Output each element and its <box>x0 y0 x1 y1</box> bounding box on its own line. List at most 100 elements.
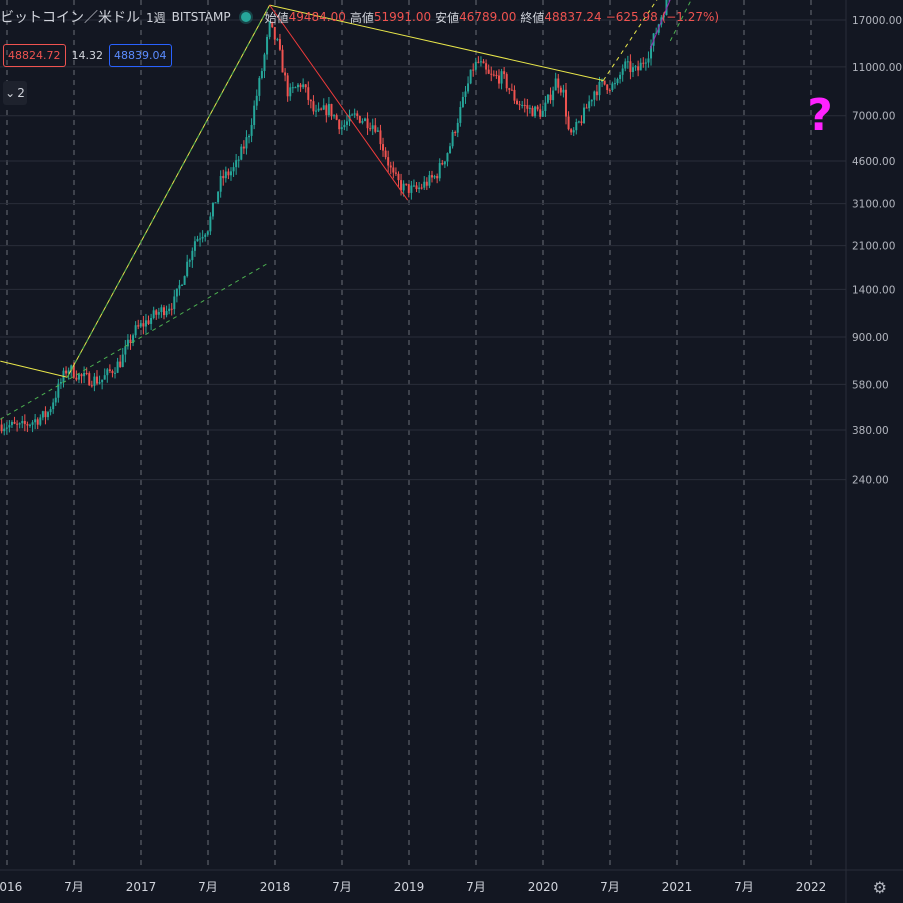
candle-body <box>173 296 176 310</box>
candle-body <box>490 73 493 75</box>
candle-body <box>124 346 127 355</box>
candle-body <box>178 285 181 289</box>
candle-body <box>271 21 274 28</box>
candle-body <box>464 91 467 97</box>
candle-body <box>418 187 421 190</box>
candle-body <box>41 411 44 418</box>
candle-body <box>144 320 147 327</box>
candle-body <box>410 185 413 193</box>
candle-body <box>217 191 220 203</box>
candle-body <box>634 66 637 68</box>
indicator-toggle[interactable]: ⌄ 2 <box>3 81 27 105</box>
candle-body <box>603 80 606 85</box>
candle-body <box>101 379 104 383</box>
candle-body <box>317 108 320 111</box>
candle-body <box>384 150 387 158</box>
candle-body <box>224 171 227 179</box>
trend-annotations <box>0 0 692 420</box>
candle-body <box>585 107 588 109</box>
candle-body <box>199 238 202 240</box>
candle-body <box>327 103 330 116</box>
candle-body <box>266 36 269 55</box>
candle-body <box>564 89 567 117</box>
candle-body <box>606 84 609 91</box>
dashed-trendline <box>66 4 271 378</box>
candle-body <box>338 119 341 130</box>
candle-body <box>619 74 622 79</box>
candle-body <box>232 167 235 172</box>
candle-body <box>650 45 653 59</box>
candle-body <box>312 101 315 112</box>
candle-body <box>505 74 508 89</box>
candle-body <box>85 372 88 374</box>
price-tick-label: 900.00 <box>852 332 889 344</box>
candle-body <box>106 369 109 376</box>
sell-price-button[interactable]: 48824.72 <box>3 44 66 67</box>
candle-body <box>361 120 364 123</box>
candle-body <box>451 131 454 147</box>
candle-body <box>0 424 3 432</box>
candle-body <box>260 71 263 79</box>
candle-body <box>397 173 400 181</box>
candle-body <box>562 89 565 93</box>
chevron-down-icon: ⌄ <box>5 86 16 100</box>
candle-body <box>83 372 86 377</box>
candle-body <box>309 99 312 102</box>
candle-body <box>601 80 604 82</box>
candle-body <box>88 373 91 386</box>
candle-body <box>227 171 230 176</box>
candle-body <box>237 159 240 161</box>
candle-body <box>142 323 145 327</box>
candle-body <box>595 91 598 96</box>
candle-body <box>250 124 253 136</box>
dashed-trendline <box>0 261 270 420</box>
candle-body <box>304 84 307 88</box>
candle-body <box>412 185 415 187</box>
time-tick-label: 2017 <box>126 880 157 894</box>
candle-body <box>446 153 449 162</box>
candle-body <box>44 411 47 418</box>
candle-body <box>5 427 8 429</box>
candle-body <box>479 61 482 63</box>
candle-body <box>428 175 431 186</box>
candle-body <box>59 381 62 384</box>
candle-body <box>108 369 111 372</box>
candle-body <box>443 161 446 165</box>
candle-body <box>598 81 601 96</box>
candle-body <box>430 175 433 178</box>
symbol-name[interactable]: ビットコイン／米ドル <box>0 10 140 26</box>
candle-body <box>345 121 348 125</box>
buy-price-button[interactable]: 48839.04 <box>109 44 172 67</box>
candle-body <box>47 412 50 418</box>
candle-body <box>235 160 238 168</box>
candle-body <box>497 75 500 84</box>
candle-body <box>34 419 37 423</box>
candle-body <box>320 108 323 110</box>
high-label: 高値 <box>349 10 374 25</box>
timeframe[interactable]: 1週 <box>146 10 166 25</box>
candle-body <box>631 67 634 73</box>
candle-body <box>168 308 171 311</box>
price-boxes: 48824.72 14.32 48839.04 <box>3 44 178 67</box>
candle-body <box>31 422 34 425</box>
candle-body <box>477 61 480 63</box>
candle-body <box>363 118 366 121</box>
price-tick-label: 240.00 <box>852 475 889 487</box>
candle-body <box>559 87 562 93</box>
candle-body <box>374 125 377 132</box>
candle-body <box>510 89 513 91</box>
candle-body <box>369 128 372 130</box>
candle-body <box>340 127 343 130</box>
candle-body <box>647 58 650 63</box>
low-value: 46789.00 <box>459 10 517 24</box>
gear-icon[interactable]: ⚙ <box>872 878 887 897</box>
candle-body <box>642 62 645 64</box>
candle-body <box>608 90 611 92</box>
price-tick-label: 7000.00 <box>852 111 895 123</box>
candle-body <box>492 74 495 76</box>
price-tick-label: 380.00 <box>852 425 889 437</box>
candle-body <box>137 325 140 327</box>
symbol-legend[interactable]: ビットコイン／米ドル 1週 BITSTAMP 始値 49484.00 高値 51… <box>0 0 723 34</box>
candle-body <box>242 146 245 149</box>
